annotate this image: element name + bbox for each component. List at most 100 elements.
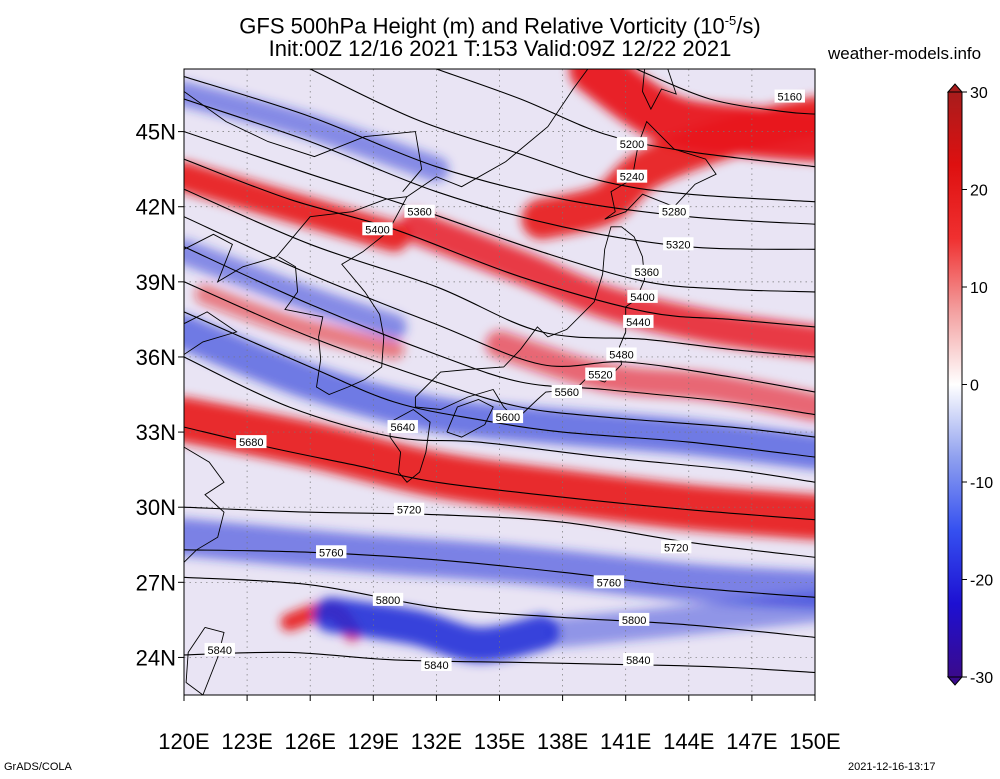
vorticity-band-negative-8 <box>184 81 449 182</box>
y-tick-label-42: 42N <box>136 195 176 220</box>
title-line1-end: /s) <box>736 13 761 39</box>
vorticity-band-negative-12 <box>313 597 560 663</box>
coastline-mainland-north <box>184 91 423 192</box>
colorbar-tick-label--30: -30 <box>970 670 993 687</box>
y-tick-label-27: 27N <box>136 570 176 595</box>
colorbar-tick-label--20: -20 <box>970 573 993 590</box>
contour-label-5800: 5800 <box>622 615 646 627</box>
contour-label-5360-bg <box>631 264 662 278</box>
y-tick-label-33: 33N <box>136 420 176 445</box>
contour-label-extra-3: 5840 <box>208 645 232 657</box>
contour-5600 <box>184 311 815 458</box>
vorticity-band-negative-11 <box>184 518 815 609</box>
vorticity-field <box>184 69 815 663</box>
contour-label-5240: 5240 <box>620 172 644 184</box>
coastline-china-south <box>184 446 225 563</box>
contour-5240 <box>309 69 815 203</box>
coastline-korea <box>278 196 408 395</box>
contour-label-5160: 5160 <box>778 92 802 104</box>
x-tick-label-135: 135E <box>474 729 525 754</box>
contour-label-5640: 5640 <box>391 422 415 434</box>
contour-5680 <box>184 426 815 521</box>
coastline-china-east <box>184 311 238 355</box>
coastline-korea-north <box>276 196 408 258</box>
y-tick-label-39: 39N <box>136 270 176 295</box>
x-tick-label-141: 141E <box>600 729 651 754</box>
contour-label-extra-0-bg <box>660 540 692 554</box>
contour-label-extra-5-bg <box>404 204 435 218</box>
map-axes: 120E 123E 126E 129E 132E 135E 138E 141E 144E 147E… <box>136 120 841 754</box>
contour-label-extra-1-bg <box>316 545 347 559</box>
x-tick-label-132: 132E <box>411 729 462 754</box>
colorbar-tick-label-0: 0 <box>970 378 979 395</box>
title-exponent: -5 <box>724 13 737 28</box>
colorbar-tick-label-30: 30 <box>970 85 988 102</box>
x-tick-label-147: 147E <box>726 729 777 754</box>
contour-5400 <box>184 158 815 328</box>
colorbar-tick-label-10: 10 <box>970 280 988 297</box>
vorticity-band-negative-10 <box>184 239 407 340</box>
y-tick-label-24: 24N <box>136 645 176 670</box>
contour-5440 <box>184 188 815 358</box>
vorticity-band-positive-5 <box>485 330 815 421</box>
contour-label-5360: 5360 <box>634 267 658 279</box>
contour-label-extra-2-bg <box>372 592 404 606</box>
colorbar-bottom-arrow <box>946 676 964 686</box>
contour-label-5280-bg <box>658 204 690 218</box>
contour-label-extra-3-bg <box>204 642 235 656</box>
contour-5480 <box>184 216 815 393</box>
contour-label-extra-2: 5800 <box>376 595 400 607</box>
contour-5560 <box>184 281 815 438</box>
contour-label-extra-4-bg <box>421 657 452 671</box>
contour-label-5640-bg <box>387 420 418 434</box>
vorticity-band-positive-4 <box>184 397 815 540</box>
contour-label-5760-bg <box>593 575 625 589</box>
contour-label-5520: 5520 <box>588 369 612 381</box>
contour-label-5600: 5600 <box>496 412 520 424</box>
coastline-taiwan <box>185 626 225 695</box>
coastline-asia-coast-north <box>406 69 589 198</box>
contour-label-5840-bg <box>623 652 654 666</box>
y-tick-label-36: 36N <box>136 345 176 370</box>
x-tick-label-138: 138E <box>537 729 588 754</box>
chart-title-line2: Init:00Z 12/16 2021 T:153 Valid:09Z 12/2… <box>268 36 732 61</box>
coastline-shikoku <box>446 399 494 438</box>
contour-label-5400-bg <box>627 289 658 303</box>
contour-5360 <box>184 131 815 293</box>
contour-5720 <box>184 506 815 558</box>
chart-title-line1: GFS 500hPa Height (m) and Relative Vorti… <box>0 8 1000 39</box>
x-tick-label-150: 150E <box>789 729 840 754</box>
contour-5640 <box>184 356 815 483</box>
height-contours <box>184 69 815 674</box>
y-tick-label-30: 30N <box>136 495 176 520</box>
contour-label-extra-6-bg <box>362 222 393 236</box>
vorticity-band-positive-3 <box>569 69 815 162</box>
contour-label-5800-bg <box>618 612 650 626</box>
colorbar-top-arrow <box>946 83 964 93</box>
x-tick-label-129: 129E <box>348 729 399 754</box>
site-label: weather-models.info <box>828 44 982 63</box>
contour-label-5480-bg <box>606 347 637 361</box>
footer-timestamp: 2021-12-16-13:17 <box>848 761 936 773</box>
contour-label-5680-bg <box>236 435 267 449</box>
contour-label-extra-1: 5760 <box>319 547 343 559</box>
vorticity-band-positive-6 <box>195 284 405 360</box>
contour-5320 <box>184 98 815 250</box>
x-tick-label-144: 144E <box>663 729 714 754</box>
contour-5200 <box>436 69 815 168</box>
x-tick-label-126: 126E <box>285 729 336 754</box>
coastline-liaodong <box>184 233 277 283</box>
contour-label-5200: 5200 <box>620 139 644 151</box>
contour-label-5320: 5320 <box>666 239 690 251</box>
contour-label-5720: 5720 <box>397 505 421 517</box>
contour-5520 <box>184 246 815 416</box>
contour-label-extra-0: 5720 <box>664 542 688 554</box>
contour-label-5240-bg <box>616 169 648 183</box>
contour-label-5560-bg <box>551 385 583 399</box>
coastline-kyushu <box>389 408 431 483</box>
contour-5800 <box>184 576 815 638</box>
colorbar-bar <box>947 91 963 678</box>
contour-label-5440: 5440 <box>626 317 650 329</box>
contour-label-5160-bg <box>774 89 805 103</box>
contour-label-5680: 5680 <box>239 437 263 449</box>
